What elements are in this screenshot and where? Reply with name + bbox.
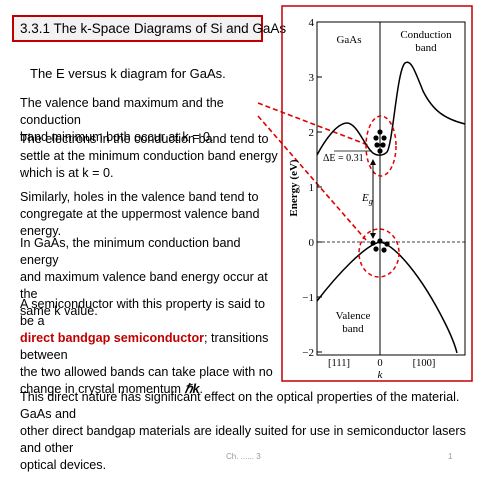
eg-arrow-head-up — [370, 159, 376, 165]
gaas-label: GaAs — [336, 34, 361, 46]
eg-arrow-head-down — [370, 233, 376, 239]
callout-arrow-cb — [257, 102, 369, 146]
footer-chapter: Ch. ...... 3 — [226, 452, 261, 461]
y-tick-label: 4 — [309, 17, 315, 29]
paragraph-optical: This direct nature has significant effec… — [20, 389, 470, 474]
paragraph-electrons: The electrons in the conduction band ten… — [20, 131, 282, 182]
text-line: congregate at the uppermost valence band… — [20, 207, 260, 238]
y-tick-label: 1 — [309, 182, 315, 194]
valence-band-label-1: Valence — [336, 310, 371, 322]
paragraph-direct-bandgap: A semiconductor with this property is sa… — [20, 296, 282, 398]
y-tick-labels: 4 3 2 1 0 −1 −2 — [302, 17, 314, 359]
y-tick-label: 2 — [309, 127, 315, 139]
footer-page-number: 1 — [448, 452, 453, 461]
text-line: band minimum both occur at k = 0. — [20, 130, 214, 144]
text-line: settle at the minimum conduction band en… — [20, 149, 278, 163]
text-line: same k value. — [20, 304, 98, 318]
text-line: A semiconductor with this property is sa… — [20, 297, 265, 328]
valence-max-circle — [358, 228, 400, 278]
direct-bandgap-highlight: direct bandgap semiconductor — [20, 331, 205, 345]
slide-subtitle: The E versus k diagram for GaAs. — [30, 66, 226, 81]
text-line: the two allowed bands can take place wit… — [20, 365, 273, 379]
text-line: The valence band maximum and the conduct… — [20, 96, 224, 127]
y-tick-marks — [317, 21, 322, 353]
eg-label-sub: g — [369, 197, 373, 206]
x-tick-label: 0 — [377, 358, 382, 369]
electron-dots — [373, 129, 387, 154]
slide-title-box: 3.3.1 The k-Space Diagrams of Si and GaA… — [12, 15, 286, 42]
delta-e-label: ΔE = 0.31 — [323, 153, 364, 164]
text-line: and maximum valence band energy occur at… — [20, 270, 268, 301]
x-axis-label: k — [378, 369, 384, 381]
x-tick-label: [100] — [413, 358, 436, 369]
eg-label: Eg — [361, 192, 373, 206]
y-tick-label: 3 — [309, 72, 315, 84]
text-line: The electrons in the conduction band ten… — [20, 132, 269, 146]
y-tick-label: −2 — [302, 347, 314, 359]
band-diagram: 4 3 2 1 0 −1 −2 Energy (eV) ΔE = 0.31 Eg… — [281, 5, 473, 382]
eg-label-main: E — [361, 192, 369, 204]
valence-band-label-2: band — [342, 323, 364, 335]
text-fragment: . — [199, 382, 204, 396]
text-line: Similarly, holes in the valence band ten… — [20, 190, 259, 204]
paragraph-band-extrema: The valence band maximum and the conduct… — [20, 95, 282, 146]
y-tick-label: 0 — [309, 237, 315, 249]
text-line: direct bandgap semiconductor; transition… — [20, 330, 282, 364]
y-axis-label: Energy (eV) — [288, 159, 300, 216]
conduction-band-curve — [316, 61, 466, 156]
text-line: This direct nature has significant effec… — [20, 390, 460, 421]
x-tick-label: [111] — [328, 358, 350, 369]
valence-band-curve — [316, 241, 458, 354]
conduction-band-label-1: Conduction — [400, 29, 452, 41]
plot-area — [316, 21, 466, 356]
y-tick-label: −1 — [302, 292, 314, 304]
conduction-min-circle — [365, 115, 397, 177]
text-line: optical devices. — [20, 458, 107, 472]
paragraph-holes: Similarly, holes in the valence band ten… — [20, 189, 282, 240]
hk-symbol: ℏk — [184, 382, 200, 396]
text-fragment: ; transitions between — [20, 331, 269, 362]
text-line: In GaAs, the minimum conduction band ene… — [20, 236, 241, 267]
text-fragment: change in crystal momentum — [20, 382, 185, 396]
conduction-band-label-2: band — [415, 42, 437, 54]
callout-arrow-vb — [257, 115, 367, 241]
text-line: other direct bandgap materials are ideal… — [20, 424, 466, 455]
text-line: change in crystal momentum ℏk. — [20, 381, 282, 398]
diagram-frame — [281, 5, 473, 382]
hole-dots — [370, 238, 390, 253]
slide-title: 3.3.1 The k-Space Diagrams of Si and GaA… — [20, 21, 287, 36]
text-line: which is at k = 0. — [20, 166, 114, 180]
paragraph-same-k: In GaAs, the minimum conduction band ene… — [20, 235, 282, 320]
